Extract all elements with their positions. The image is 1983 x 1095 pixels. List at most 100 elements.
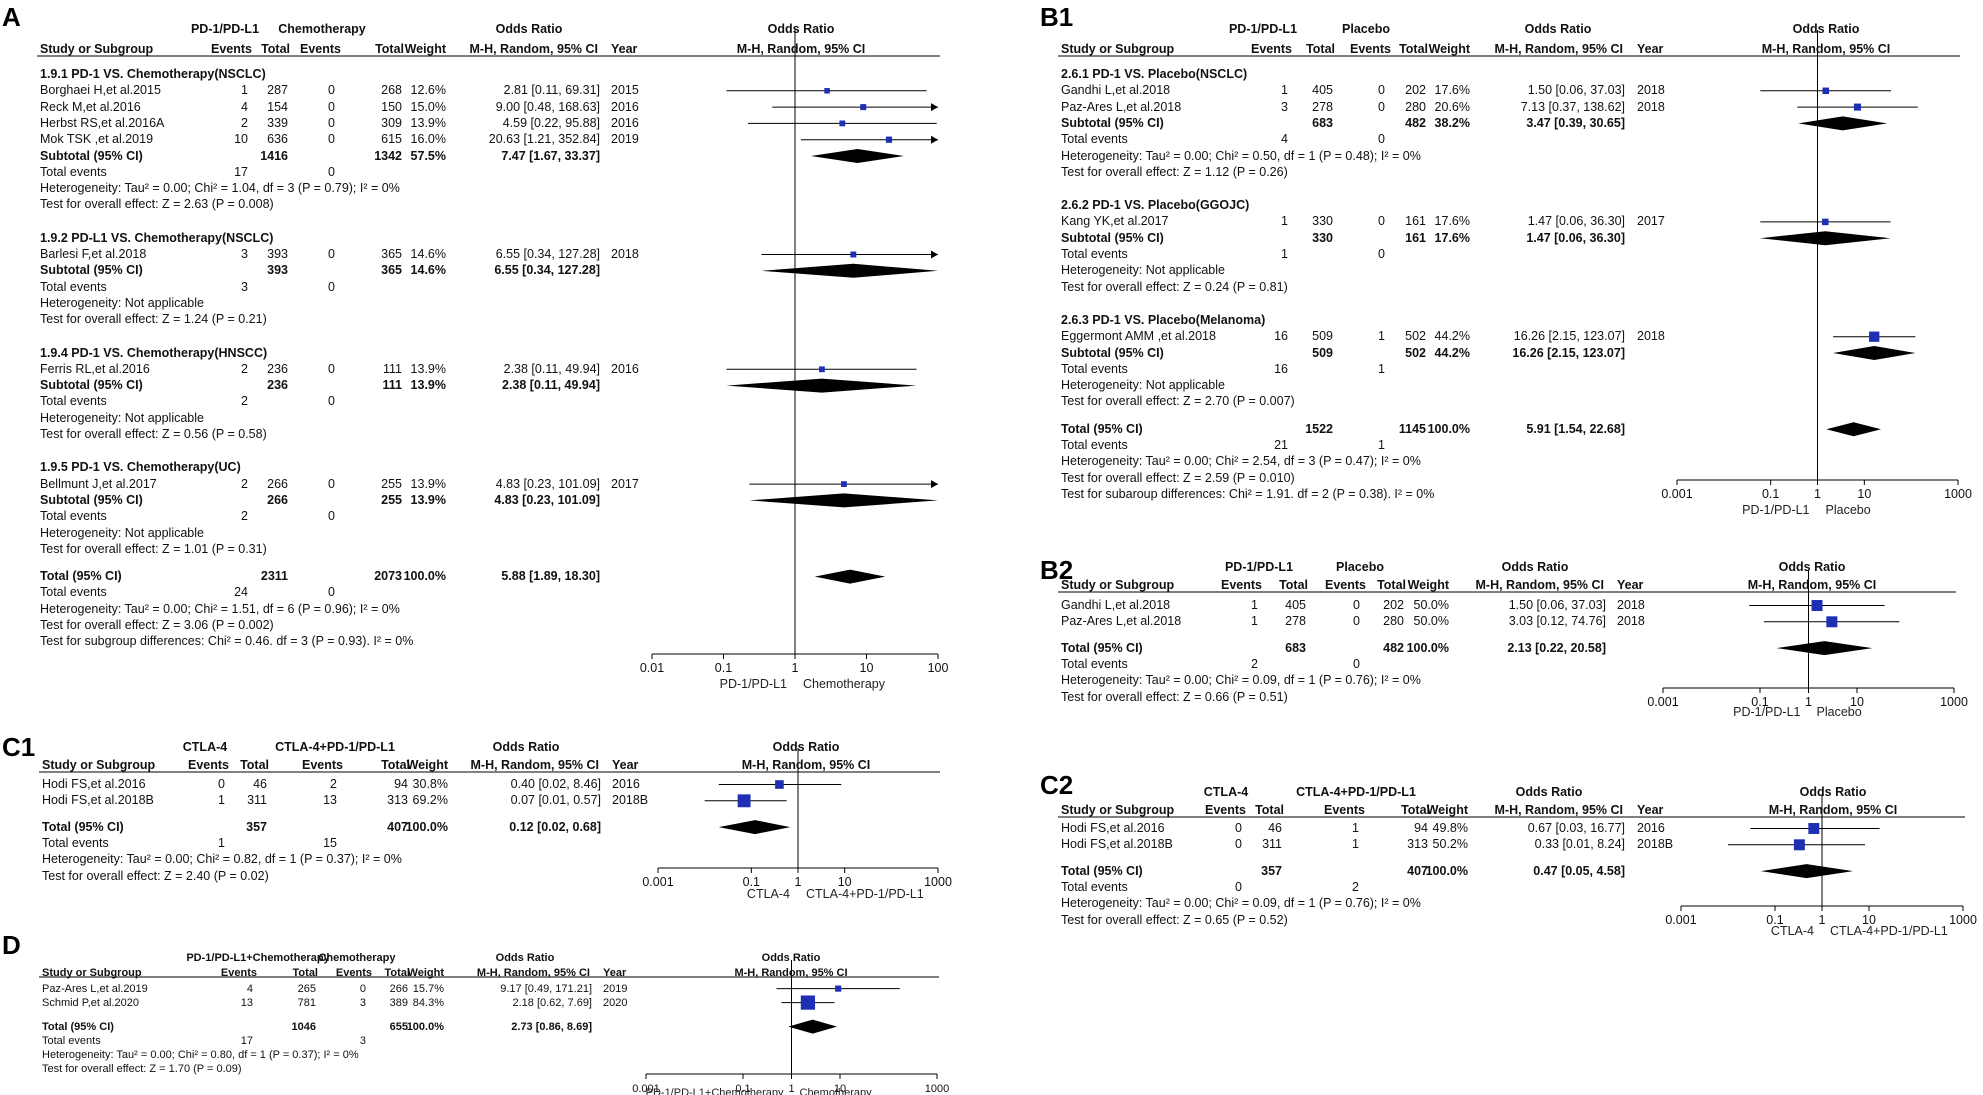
study-name: Herbst RS,et al.2016A <box>40 115 165 130</box>
year: 2017 <box>1637 214 1665 229</box>
x-tick-label: 10 <box>834 1083 846 1095</box>
year: 2016 <box>611 361 639 376</box>
col-header-events-1: Events <box>220 967 257 979</box>
panel-label-d: D <box>2 930 21 960</box>
subtotal-total-1: 1046 <box>291 1021 316 1033</box>
total-1: 278 <box>1312 99 1333 114</box>
subtotal-label: Total (95% CI) <box>40 569 122 584</box>
footer-text: Test for subgroup differences: Chi² = 0.… <box>40 634 414 649</box>
study-name: Paz-Ares L,et al.2018 <box>1061 99 1182 114</box>
total-events-label: Total events <box>1061 361 1128 376</box>
total-2: 389 <box>389 997 408 1009</box>
summary-diamond <box>749 493 938 508</box>
subtotal-total-2: 502 <box>1405 345 1426 360</box>
total-events-label: Total events <box>1061 247 1128 261</box>
subtotal-total-2: 482 <box>1383 640 1404 655</box>
col-header-study: Study or Subgroup <box>42 758 156 772</box>
subtotal-total-1: 1416 <box>260 148 288 163</box>
subtotal-total-1: 683 <box>1312 115 1333 130</box>
weight: 30.8% <box>412 777 448 791</box>
col-header-weight: Weight <box>404 42 446 56</box>
footer-text: Heterogeneity: Tau² = 0.00; Chi² = 1.51,… <box>40 601 400 616</box>
events-2: 0 <box>328 83 335 98</box>
total-events-2: 15 <box>323 835 337 850</box>
footer-text: Test for subaroup differences: Chi² = 1.… <box>1061 486 1435 501</box>
summary-diamond <box>814 569 886 584</box>
subtotal-ci-text: 6.55 [0.34, 127.28] <box>494 263 600 278</box>
header-or: Odds Ratio <box>495 22 563 36</box>
total-2: 313 <box>387 793 408 808</box>
weight: 84.3% <box>412 997 444 1009</box>
axis-left-label: PD-1/PD-L1 <box>1742 503 1809 517</box>
subtotal-total-2: 482 <box>1405 115 1426 130</box>
total-events-label: Total events <box>40 509 107 524</box>
subtotal-total-1: 357 <box>246 819 267 834</box>
ci-text: 4.59 [0.22, 95.88] <box>502 115 600 130</box>
footer-text: Test for overall effect: Z = 0.66 (P = 0… <box>1061 689 1288 704</box>
header-g2: CTLA-4+PD-1/PD-L1 <box>1296 785 1416 799</box>
plot-subtitle: M-H, Random, 95% CI <box>734 967 848 979</box>
heterogeneity-text: Heterogeneity: Not applicable <box>40 295 204 310</box>
subtotal-label: Subtotal (95% CI) <box>40 492 143 507</box>
total-events-1: 2 <box>1251 656 1258 671</box>
events-2: 1 <box>1352 837 1359 852</box>
year: 2019 <box>611 132 639 147</box>
x-tick-label: 10 <box>1862 913 1876 927</box>
subtotal-total-2: 161 <box>1405 230 1426 245</box>
heterogeneity-text: Heterogeneity: Not applicable <box>40 410 204 425</box>
subtotal-total-2: 111 <box>382 378 402 393</box>
axis-left-label: CTLA-4 <box>1771 924 1814 938</box>
x-tick-label: 1 <box>795 875 802 889</box>
total-1: 339 <box>267 115 288 130</box>
ci-arrow <box>931 103 938 112</box>
footer-text: Test for overall effect: Z = 1.70 (P = 0… <box>42 1063 242 1075</box>
subtotal-weight: 100.0% <box>405 819 448 834</box>
ci-text: 0.67 [0.03, 16.77] <box>1527 821 1625 835</box>
study-name: Borghaei H,et al.2015 <box>40 83 161 98</box>
events-2: 3 <box>359 997 366 1009</box>
col-header-year: Year <box>603 967 627 979</box>
subtotal-total-2: 1342 <box>374 148 402 163</box>
year: 2018 <box>1637 329 1665 344</box>
ci-text: 7.13 [0.37, 138.62] <box>1520 99 1625 114</box>
x-tick-label: 0.1 <box>1766 913 1783 927</box>
col-header-events-2: Events <box>1325 578 1366 592</box>
weight: 49.8% <box>1432 821 1468 835</box>
heterogeneity-text: Heterogeneity: Not applicable <box>40 525 204 540</box>
header-g2: Placebo <box>1342 22 1390 36</box>
x-tick-label: 1 <box>788 1083 794 1095</box>
x-tick-label: 0.001 <box>642 875 673 889</box>
subtotal-label: Total (95% CI) <box>42 1021 114 1033</box>
col-header-or-method: M-H, Random, 95% CI <box>1494 803 1624 817</box>
x-tick-label: 0.001 <box>632 1083 660 1095</box>
subtotal-total-2: 1145 <box>1398 421 1426 436</box>
heterogeneity-text: Heterogeneity: Not applicable <box>1061 263 1225 278</box>
events-1: 3 <box>1281 99 1288 114</box>
plot-title: Odds Ratio <box>1792 22 1860 36</box>
events-1: 1 <box>1251 614 1258 629</box>
panel-label-b1: B1 <box>1040 2 1074 32</box>
total-1: 287 <box>267 83 288 98</box>
subtotal-total-2: 655 <box>389 1021 408 1033</box>
subtotal-weight: 100.0% <box>1406 640 1449 655</box>
subtotal-weight: 13.9% <box>410 378 446 393</box>
year: 2018 <box>1637 83 1665 98</box>
weight: 50.2% <box>1432 837 1468 852</box>
total-1: 405 <box>1312 83 1333 98</box>
weight: 13.9% <box>410 476 446 491</box>
total-2: 255 <box>381 476 402 491</box>
weight: 13.9% <box>410 115 446 130</box>
subtotal-label: Subtotal (95% CI) <box>1061 345 1164 360</box>
x-tick-label: 1000 <box>1940 695 1968 709</box>
events-1: 16 <box>1274 329 1288 344</box>
study-name: Gandhi L,et al.2018 <box>1061 598 1171 612</box>
subtotal-label: Subtotal (95% CI) <box>40 378 143 393</box>
plot-title: Odds Ratio <box>772 740 840 754</box>
study-marker <box>1822 218 1829 226</box>
overall-effect-text: Test for overall effect: Z = 1.12 (P = 0… <box>1061 164 1288 179</box>
subtotal-total-1: 357 <box>1261 863 1282 878</box>
year: 2018B <box>612 793 649 808</box>
footer-text: Heterogeneity: Tau² = 0.00; Chi² = 2.54,… <box>1061 454 1421 469</box>
axis-right-label: Chemotherapy <box>803 677 886 691</box>
year: 2018B <box>1637 837 1674 852</box>
